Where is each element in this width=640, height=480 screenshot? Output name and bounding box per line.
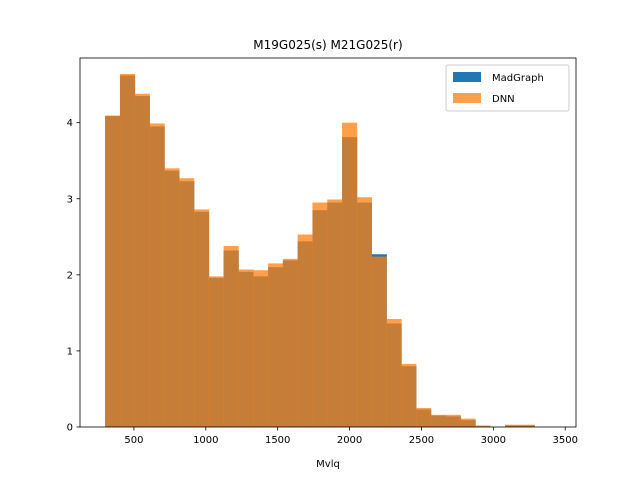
- bar-dnn-2: [134, 93, 150, 427]
- bar-dnn-5: [179, 178, 195, 427]
- x-tick-label-2500: 2500: [409, 435, 434, 446]
- bars-group: [105, 73, 535, 428]
- bar-dnn-18: [371, 256, 387, 427]
- bar-dnn-22: [430, 414, 447, 427]
- y-tick-label-0: 0: [67, 423, 73, 434]
- bar-dnn-24: [460, 418, 476, 427]
- chart-title: M19G025(s) M21G025(r): [253, 38, 402, 52]
- y-tick-label-3: 3: [67, 194, 73, 205]
- bar-dnn-1: [119, 73, 136, 427]
- bar-dnn-4: [164, 168, 180, 427]
- y-tick-label-4: 4: [67, 118, 73, 129]
- y-tick-label-1: 1: [67, 346, 73, 357]
- x-tick-label-500: 500: [124, 435, 143, 446]
- bar-dnn-9: [238, 269, 254, 427]
- bar-dnn-15: [327, 199, 343, 427]
- legend: MadGraph DNN: [445, 64, 570, 112]
- legend-swatch-madgraph: [453, 72, 481, 82]
- x-tick-label-3000: 3000: [481, 435, 506, 446]
- y-tick-label-2: 2: [67, 270, 73, 281]
- x-tick-label-1500: 1500: [265, 435, 290, 446]
- bar-dnn-3: [149, 123, 165, 428]
- bar-dnn-0: [105, 115, 121, 427]
- legend-swatch-dnn: [453, 93, 481, 103]
- x-tick-label-2000: 2000: [337, 435, 362, 446]
- plot-frame: [79, 57, 577, 428]
- bar-dnn-28: [519, 424, 535, 427]
- x-tick-label-1000: 1000: [193, 435, 218, 446]
- bar-dnn-23: [445, 414, 461, 427]
- bar-dnn-13: [297, 234, 313, 427]
- bar-dnn-14: [312, 202, 328, 427]
- axes-group: 500 1000 1500 2000 2500 3000 3500 0 1 2 3 4: [67, 57, 578, 446]
- bar-dnn-12: [282, 258, 298, 427]
- legend-label-dnn: DNN: [492, 94, 515, 105]
- x-tick-label-3500: 3500: [552, 435, 577, 446]
- bar-dnn-21: [416, 407, 432, 427]
- bar-dnn-16: [342, 122, 358, 428]
- legend-label-madgraph: MadGraph: [492, 73, 544, 84]
- series-dnn: [105, 73, 535, 428]
- bar-dnn-17: [356, 197, 373, 427]
- bar-dnn-27: [504, 424, 521, 427]
- bar-dnn-6: [194, 209, 210, 427]
- x-axis-label: Mvlq: [316, 459, 340, 470]
- bar-dnn-25: [475, 425, 491, 427]
- bar-dnn-8: [223, 245, 239, 427]
- bar-dnn-20: [401, 363, 417, 427]
- bar-dnn-7: [208, 276, 224, 427]
- bar-dnn-19: [386, 318, 402, 427]
- bar-dnn-11: [268, 263, 284, 427]
- bar-dnn-10: [253, 270, 269, 427]
